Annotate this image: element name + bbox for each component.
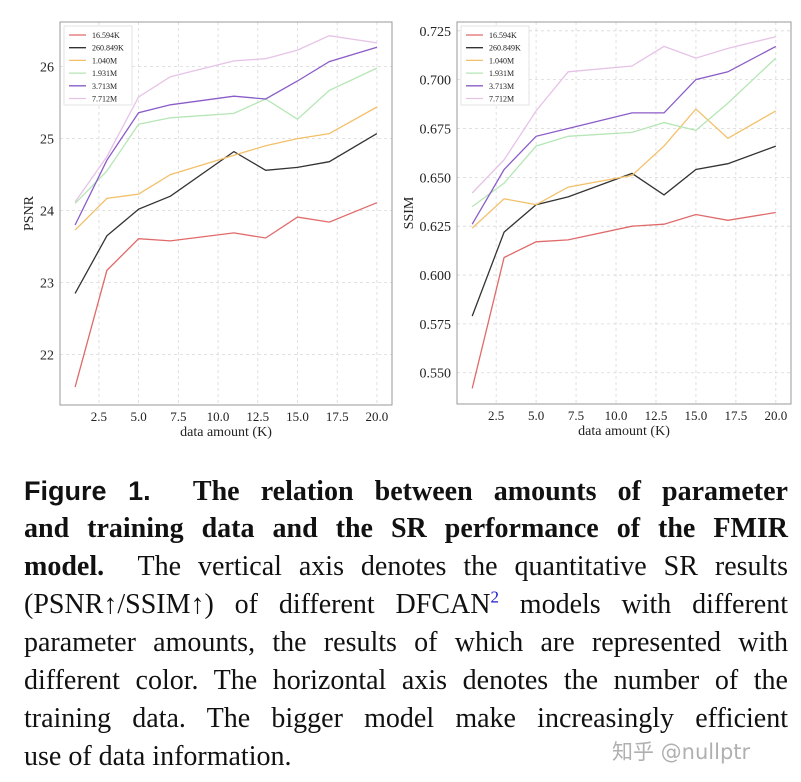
legend-label: 1.040M	[92, 56, 117, 65]
x-tick-label: 17.5	[724, 408, 747, 423]
series-line-1.040M	[471, 108, 777, 229]
legend-label: 1.931M	[489, 69, 514, 78]
plot-frame	[456, 21, 792, 405]
x-tick-label: 12.5	[645, 408, 668, 423]
legend-label: 1.931M	[92, 69, 117, 78]
caption-line-3: model. The vertical axis denotes the qua…	[24, 548, 788, 586]
series-line-3.713M	[471, 45, 777, 225]
series-line-3.713M	[74, 46, 378, 226]
x-axis-label: data amount (K)	[578, 424, 670, 439]
caption-text: models with different	[498, 589, 788, 620]
x-tick-label: 10.0	[605, 408, 628, 423]
x-tick-label: 15.0	[286, 409, 309, 424]
x-tick-label: 17.5	[326, 409, 349, 424]
series-line-260.849K	[74, 133, 378, 294]
series-line-7.712M	[74, 35, 377, 203]
x-tick-label: 2.5	[488, 408, 504, 423]
y-tick-label: 0.725	[420, 25, 452, 40]
legend-label: 3.713M	[489, 82, 514, 91]
caption-line-6: different color. The horizontal axis den…	[24, 665, 788, 696]
legend-box	[63, 25, 133, 106]
legend-label: 260.849K	[92, 44, 124, 53]
y-tick-label: 0.625	[420, 220, 452, 235]
chart-ssim: 2.5 5.0 7.5 10.0 12.5 15.0 17.5 20.0 0.550 0.575 0…	[402, 21, 792, 439]
y-tick-label: 26	[40, 61, 54, 76]
caption-line-2: and training data and the SR performance…	[24, 513, 788, 544]
x-tick-label: 5.0	[528, 408, 544, 423]
legend-box	[460, 25, 530, 106]
series-line-7.712M	[471, 36, 776, 194]
figure-caption: Figure 1. The relation between amounts o…	[24, 472, 788, 776]
x-tick-label: 2.5	[91, 409, 107, 424]
legend-label: 7.712M	[92, 95, 117, 104]
chart-psnr: 2.5 5.0 7.5 10.0 12.5 15.0 17.5 20.0 22 23 24 25 26 1…	[22, 21, 393, 440]
y-tick-label: 0.675	[420, 122, 452, 137]
caption-title-end: model.	[24, 551, 105, 582]
y-tick-label: 24	[40, 205, 54, 220]
y-tick-label: 0.700	[420, 74, 452, 89]
legend-label: 3.713M	[92, 82, 117, 91]
figure-label: Figure 1.	[24, 476, 151, 506]
legend-label: 7.712M	[489, 95, 514, 104]
caption-title: The relation between amounts of paramete…	[192, 476, 788, 507]
legend-label: 16.594K	[92, 31, 120, 40]
x-tick-label: 10.0	[207, 409, 230, 424]
y-axis-label: PSNR	[22, 195, 37, 231]
y-tick-label: 0.600	[420, 269, 452, 284]
plot-frame	[59, 21, 393, 406]
y-tick-label: 23	[40, 277, 54, 292]
legend-label: 260.849K	[489, 44, 521, 53]
x-tick-label: 5.0	[131, 409, 147, 424]
footnote-link[interactable]: 2	[490, 587, 499, 607]
series-line-1.931M	[74, 67, 378, 204]
series-line-1.040M	[74, 106, 378, 231]
legend-label: 16.594K	[489, 31, 517, 40]
psnr-chart: 2.5 5.0 7.5 10.0 12.5 15.0 17.5 20.0 22 23 24 25 26 1…	[22, 21, 792, 440]
x-tick-label: 15.0	[685, 408, 708, 423]
caption-text: The vertical axis denotes the quantitati…	[137, 551, 789, 582]
series-line-260.849K	[471, 145, 777, 317]
x-tick-label: 12.5	[246, 409, 269, 424]
y-tick-label: 22	[40, 349, 54, 364]
x-tick-label: 20.0	[366, 409, 389, 424]
caption-line-8: use of data information.	[24, 741, 292, 772]
watermark: 知乎 @nullptr	[612, 740, 751, 764]
x-axis-label: data amount (K)	[180, 425, 272, 440]
caption-line-4: (PSNR↑/SSIM↑) of different DFCAN2 models…	[24, 586, 788, 624]
legend-label: 1.040M	[489, 56, 514, 65]
series-line-1.931M	[471, 57, 777, 208]
caption-text: (PSNR↑/SSIM↑) of different DFCAN	[24, 589, 491, 620]
x-tick-label: 7.5	[568, 408, 584, 423]
x-tick-label: 7.5	[170, 409, 186, 424]
series-line-16.594K	[74, 202, 378, 388]
caption-line-5: parameter amounts, the results of which …	[24, 627, 788, 658]
y-tick-label: 25	[40, 133, 54, 148]
y-tick-label: 0.575	[420, 318, 452, 333]
series-line-16.594K	[471, 211, 776, 389]
caption-line-7: training data. The bigger model make inc…	[24, 703, 788, 734]
y-tick-label: 0.650	[420, 171, 452, 186]
y-axis-label: SSIM	[402, 196, 417, 229]
y-tick-label: 0.550	[420, 367, 452, 382]
x-tick-label: 20.0	[764, 408, 787, 423]
caption-line-1: Figure 1. The relation between amounts o…	[24, 472, 788, 510]
